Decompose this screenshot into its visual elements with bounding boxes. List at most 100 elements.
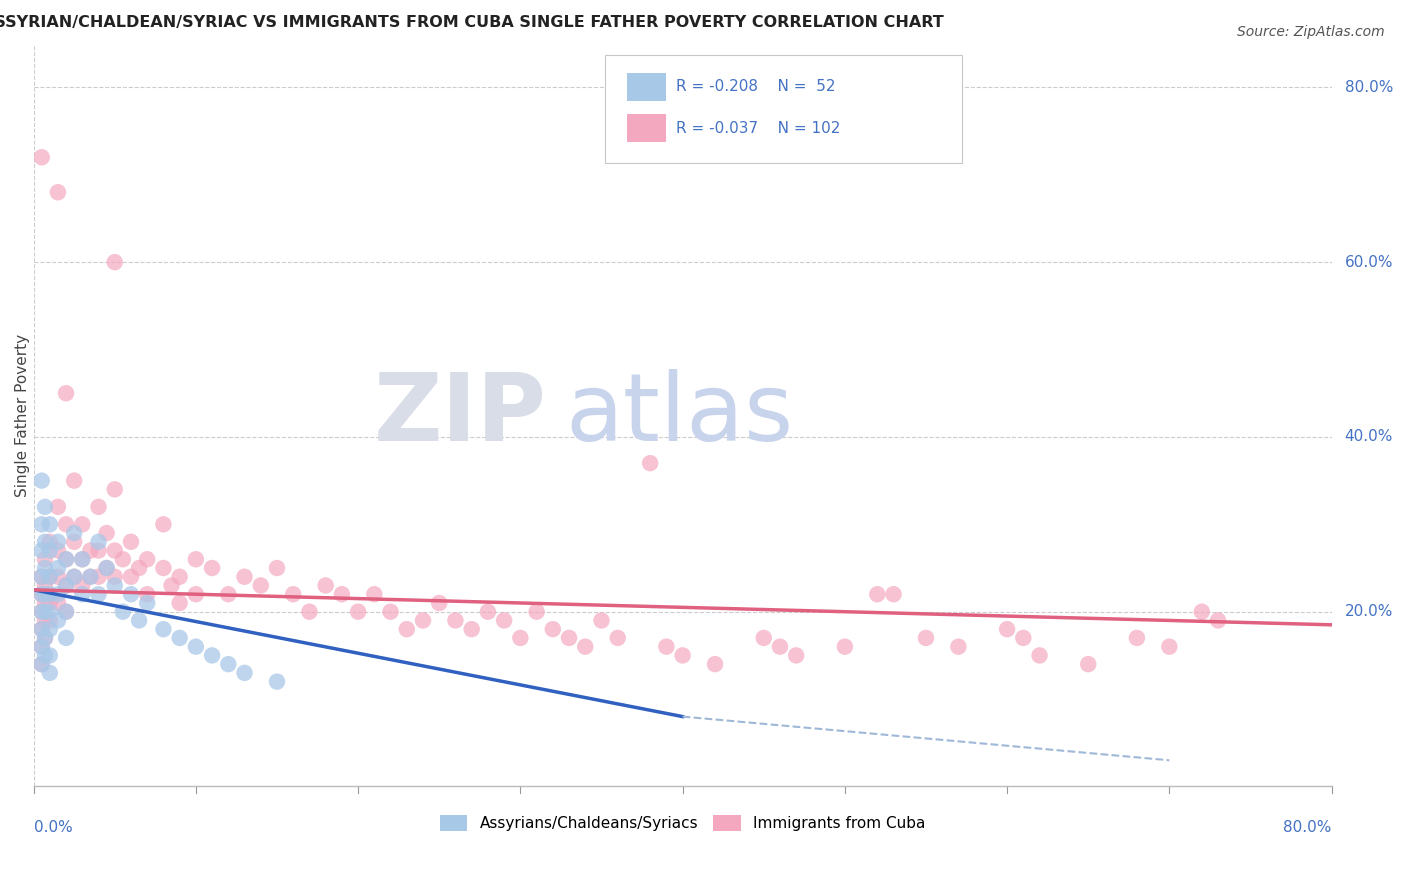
Point xyxy=(46,543,69,558)
Point xyxy=(55,605,77,619)
Point xyxy=(55,552,77,566)
Point xyxy=(184,640,207,654)
Point xyxy=(31,605,53,619)
Point xyxy=(638,456,661,470)
Point xyxy=(1126,631,1149,645)
Point xyxy=(34,631,56,645)
Point xyxy=(31,657,53,672)
Point xyxy=(427,596,450,610)
Point xyxy=(87,543,110,558)
Point xyxy=(995,622,1018,636)
Point xyxy=(606,631,628,645)
Point xyxy=(34,605,56,619)
Point xyxy=(72,587,94,601)
Point xyxy=(72,552,94,566)
Point xyxy=(184,552,207,566)
Point xyxy=(38,648,60,663)
Point xyxy=(201,561,224,575)
Point xyxy=(283,587,305,601)
Point xyxy=(96,561,118,575)
Point xyxy=(38,534,60,549)
Point xyxy=(38,665,60,680)
Point xyxy=(31,640,53,654)
Point xyxy=(63,534,86,549)
Point xyxy=(46,534,69,549)
Point xyxy=(63,570,86,584)
Point xyxy=(120,570,142,584)
Point xyxy=(233,665,256,680)
Point xyxy=(120,587,142,601)
Text: ASSYRIAN/CHALDEAN/SYRIAC VS IMMIGRANTS FROM CUBA SINGLE FATHER POVERTY CORRELATI: ASSYRIAN/CHALDEAN/SYRIAC VS IMMIGRANTS F… xyxy=(0,15,943,30)
Y-axis label: Single Father Poverty: Single Father Poverty xyxy=(15,334,30,497)
Point xyxy=(31,622,53,636)
Point xyxy=(38,596,60,610)
Text: 40.0%: 40.0% xyxy=(1344,429,1393,444)
Point xyxy=(87,500,110,514)
Point xyxy=(574,640,596,654)
Point xyxy=(509,631,531,645)
Text: 60.0%: 60.0% xyxy=(1344,254,1393,269)
Point xyxy=(785,648,807,663)
Point xyxy=(1159,640,1181,654)
Point xyxy=(46,561,69,575)
Point xyxy=(866,587,889,601)
Point xyxy=(63,474,86,488)
Point xyxy=(34,534,56,549)
Point xyxy=(34,500,56,514)
Point xyxy=(63,526,86,541)
Text: 80.0%: 80.0% xyxy=(1284,820,1331,835)
Point xyxy=(46,186,69,200)
Point xyxy=(79,570,101,584)
Point xyxy=(34,578,56,592)
Point xyxy=(96,526,118,541)
Point xyxy=(111,552,134,566)
Point xyxy=(38,622,60,636)
Point xyxy=(1028,648,1050,663)
Text: atlas: atlas xyxy=(565,369,794,461)
Point xyxy=(104,578,127,592)
Point xyxy=(34,587,56,601)
Point xyxy=(266,561,288,575)
Bar xyxy=(627,114,665,143)
Point xyxy=(31,587,53,601)
Point xyxy=(1077,657,1099,672)
Point xyxy=(217,587,239,601)
Point xyxy=(169,570,191,584)
Text: 80.0%: 80.0% xyxy=(1344,80,1393,95)
Point xyxy=(948,640,970,654)
Point xyxy=(31,517,53,532)
Point xyxy=(444,614,467,628)
Point xyxy=(363,587,385,601)
Point xyxy=(541,622,564,636)
Text: ZIP: ZIP xyxy=(374,369,547,461)
Point xyxy=(31,657,53,672)
FancyBboxPatch shape xyxy=(605,54,962,162)
Point xyxy=(34,552,56,566)
Point xyxy=(111,605,134,619)
Point xyxy=(769,640,792,654)
Text: 0.0%: 0.0% xyxy=(34,820,72,835)
Point xyxy=(184,587,207,601)
Point xyxy=(558,631,581,645)
Point xyxy=(1012,631,1035,645)
Point xyxy=(31,605,53,619)
Point xyxy=(152,517,174,532)
Point xyxy=(46,570,69,584)
Point xyxy=(266,674,288,689)
Point xyxy=(31,640,53,654)
Point xyxy=(169,631,191,645)
Point xyxy=(31,570,53,584)
Point xyxy=(671,648,693,663)
Point xyxy=(915,631,938,645)
Point xyxy=(152,561,174,575)
Text: 20.0%: 20.0% xyxy=(1344,604,1393,619)
Point xyxy=(1191,605,1213,619)
Point xyxy=(38,570,60,584)
Point xyxy=(38,614,60,628)
Point xyxy=(160,578,183,592)
Point xyxy=(494,614,516,628)
Point xyxy=(136,596,159,610)
Point xyxy=(46,614,69,628)
Point xyxy=(477,605,499,619)
Point xyxy=(46,596,69,610)
